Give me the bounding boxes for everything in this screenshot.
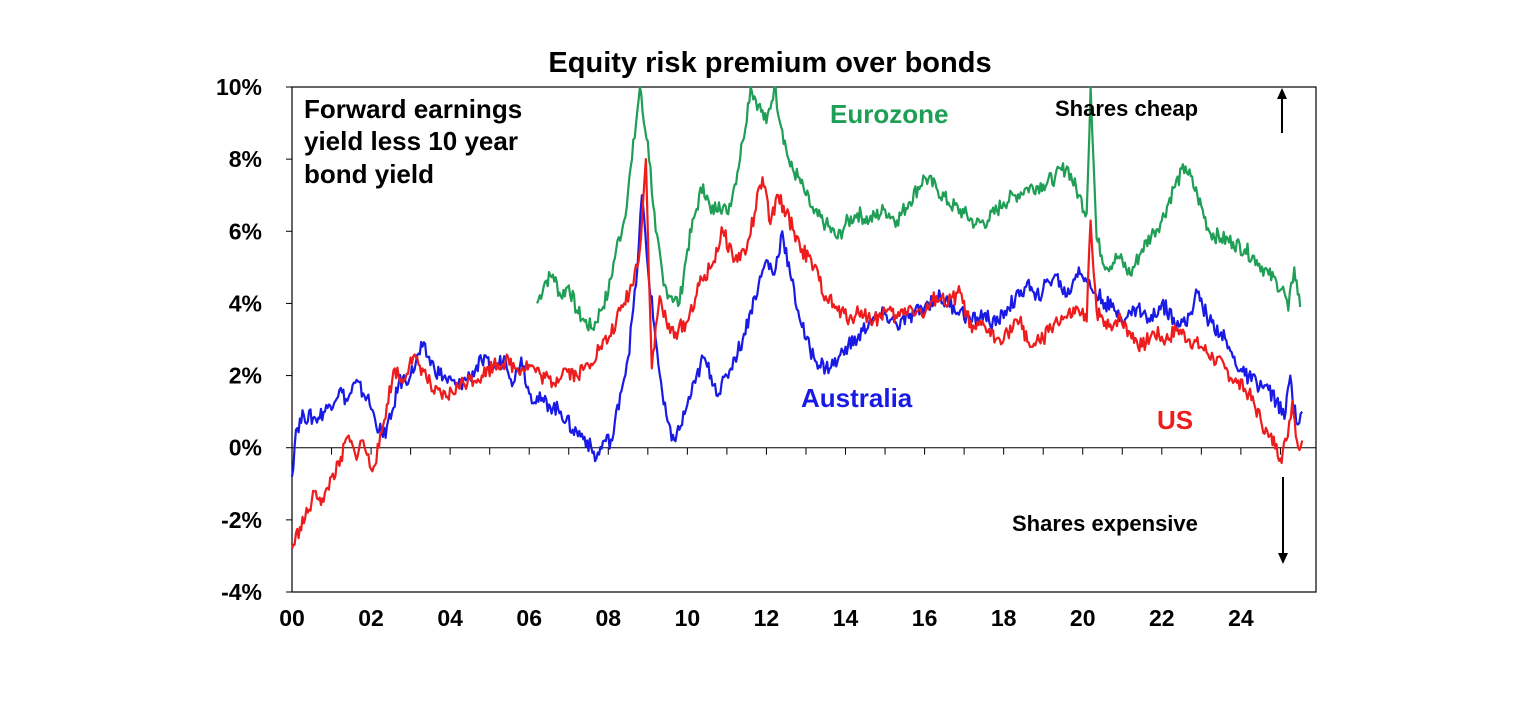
x-axis: 00 02 04 06 08 10 12 14 16 18 20 22 24 <box>279 447 1281 631</box>
series-label-australia: Australia <box>801 383 913 413</box>
y-axis: -4% -2% 0% 2% 4% 6% 8% 10% <box>216 74 292 605</box>
y-tick-label: 2% <box>229 363 262 389</box>
annotation-line-3: bond yield <box>304 159 434 189</box>
shares-expensive-note: Shares expensive <box>1012 511 1198 536</box>
down-arrow-icon <box>1278 477 1288 564</box>
y-tick-label: -4% <box>221 579 262 605</box>
x-tick-label: 04 <box>437 605 463 631</box>
x-tick-label: 20 <box>1070 605 1096 631</box>
x-tick-label: 16 <box>912 605 938 631</box>
y-tick-label: 6% <box>229 218 262 244</box>
x-tick-label: 22 <box>1149 605 1175 631</box>
y-tick-label: 4% <box>229 290 262 316</box>
series-line-us <box>290 158 1304 550</box>
up-arrow-icon <box>1277 88 1287 133</box>
x-tick-label: 24 <box>1228 605 1254 631</box>
plot-area-frame <box>291 86 1317 593</box>
x-tick-label: 12 <box>754 605 780 631</box>
annotation-line-1: Forward earnings <box>304 94 522 124</box>
x-tick-label: 14 <box>833 605 859 631</box>
series-line-eurozone <box>536 85 1302 332</box>
series-label-us: US <box>1157 405 1193 435</box>
x-tick-label: 18 <box>991 605 1017 631</box>
x-tick-label: 06 <box>516 605 542 631</box>
y-tick-label: 8% <box>229 146 262 172</box>
chart-title: Equity risk premium over bonds <box>548 47 991 79</box>
x-tick-label: 10 <box>675 605 701 631</box>
shares-cheap-note: Shares cheap <box>1055 96 1198 121</box>
y-tick-label: 10% <box>216 74 262 100</box>
series-lines <box>290 85 1304 550</box>
series-label-eurozone: Eurozone <box>830 99 948 129</box>
x-tick-label: 00 <box>279 605 305 631</box>
y-tick-label: 0% <box>229 435 262 461</box>
x-tick-label: 02 <box>358 605 384 631</box>
x-tick-label: 08 <box>595 605 621 631</box>
y-tick-label: -2% <box>221 507 262 533</box>
annotation-line-2: yield less 10 year <box>304 126 518 156</box>
